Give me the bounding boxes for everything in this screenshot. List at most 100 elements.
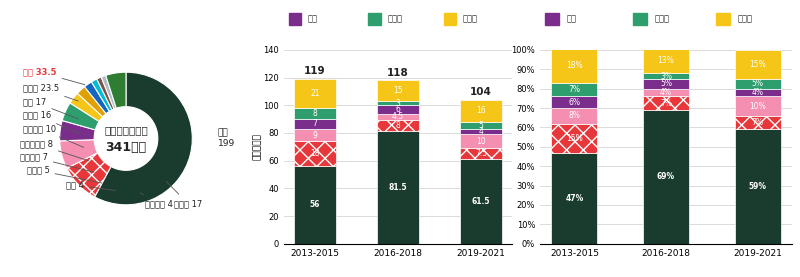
Wedge shape — [101, 75, 116, 109]
Text: 英国: 英国 — [308, 15, 318, 24]
Text: 7%: 7% — [660, 99, 672, 108]
Y-axis label: （品目数）: （品目数） — [253, 133, 262, 160]
Bar — [643, 110, 689, 244]
Text: その他 17: その他 17 — [166, 182, 202, 208]
Text: 米国
199: 米国 199 — [218, 129, 234, 148]
Text: ベルギー 10: ベルギー 10 — [23, 124, 84, 147]
Bar — [551, 124, 598, 153]
Text: 7%: 7% — [752, 118, 764, 127]
Text: 5%: 5% — [752, 79, 764, 88]
Bar — [634, 13, 647, 25]
Text: 4: 4 — [478, 127, 483, 136]
Text: 16: 16 — [476, 106, 486, 115]
Text: 56: 56 — [310, 201, 320, 209]
Bar — [294, 108, 336, 119]
Bar — [734, 129, 781, 244]
Text: 4%: 4% — [660, 88, 672, 97]
Bar — [378, 101, 418, 105]
Text: 8: 8 — [313, 109, 318, 118]
Text: 47%: 47% — [566, 194, 583, 203]
Bar — [294, 119, 336, 129]
Bar — [378, 80, 418, 101]
Bar — [643, 73, 689, 79]
Bar — [378, 120, 418, 131]
Text: スイス 23.5: スイス 23.5 — [23, 84, 78, 101]
Text: 7%: 7% — [568, 85, 580, 94]
Text: 8%: 8% — [569, 111, 580, 120]
Bar — [378, 105, 418, 114]
Wedge shape — [91, 79, 112, 111]
Wedge shape — [97, 77, 114, 110]
Text: 9: 9 — [313, 130, 318, 140]
Bar — [545, 13, 559, 25]
Text: 3: 3 — [395, 99, 401, 108]
Bar — [551, 96, 598, 108]
Text: 18%: 18% — [566, 61, 582, 70]
Bar — [643, 79, 689, 89]
Text: 61.5: 61.5 — [472, 197, 490, 206]
Text: 15%: 15% — [566, 134, 582, 143]
Text: ドイツ: ドイツ — [388, 15, 402, 24]
Wedge shape — [62, 103, 99, 130]
Text: 4%: 4% — [752, 88, 764, 97]
Text: 英国 17: 英国 17 — [23, 98, 78, 119]
Bar — [443, 13, 456, 25]
Text: 10: 10 — [476, 137, 486, 146]
Text: その他: その他 — [738, 15, 753, 24]
Bar — [368, 13, 381, 25]
Text: 韓国 4: 韓国 4 — [66, 180, 115, 191]
Bar — [734, 89, 781, 96]
Text: イタリア 7: イタリア 7 — [20, 153, 94, 172]
Text: カナダ 5: カナダ 5 — [26, 166, 102, 183]
Bar — [643, 96, 689, 110]
Bar — [289, 13, 301, 25]
Text: 18: 18 — [310, 149, 320, 158]
Text: 6: 6 — [395, 105, 401, 114]
Wedge shape — [94, 72, 192, 205]
Bar — [734, 79, 781, 89]
Wedge shape — [66, 153, 111, 197]
Text: 13%: 13% — [658, 56, 674, 65]
Text: 59%: 59% — [749, 182, 766, 191]
Text: 69%: 69% — [657, 172, 675, 181]
Text: 118: 118 — [387, 68, 409, 78]
Text: その他: その他 — [463, 15, 478, 24]
Text: ドイツ: ドイツ — [654, 15, 670, 24]
Bar — [378, 114, 418, 120]
Text: 8: 8 — [396, 121, 400, 130]
Text: 15: 15 — [393, 86, 403, 95]
Text: 104: 104 — [470, 87, 492, 97]
Text: 341品目: 341品目 — [106, 141, 146, 154]
Bar — [460, 129, 502, 134]
Text: ドイツ 16: ドイツ 16 — [23, 111, 80, 134]
Wedge shape — [106, 72, 126, 108]
Text: 21: 21 — [310, 89, 320, 98]
Bar — [378, 131, 418, 244]
Text: 5%: 5% — [660, 79, 672, 88]
Bar — [734, 50, 781, 79]
Text: 7: 7 — [313, 119, 318, 129]
Wedge shape — [60, 120, 95, 141]
Text: 英国: 英国 — [566, 15, 577, 24]
Bar — [717, 13, 730, 25]
Bar — [460, 148, 502, 158]
Wedge shape — [78, 87, 106, 117]
Bar — [294, 129, 336, 141]
Bar — [734, 116, 781, 129]
Text: 5: 5 — [478, 121, 483, 130]
Bar — [551, 48, 598, 83]
Text: 119: 119 — [304, 66, 326, 76]
Bar — [460, 158, 502, 244]
Bar — [294, 166, 336, 244]
Wedge shape — [60, 140, 98, 168]
Text: 10%: 10% — [750, 102, 766, 111]
Text: 3%: 3% — [660, 71, 672, 81]
Bar — [460, 122, 502, 129]
Text: 日本 33.5: 日本 33.5 — [23, 68, 85, 85]
Text: オランダ 4: オランダ 4 — [140, 193, 173, 208]
Bar — [294, 79, 336, 108]
Text: デンマーク 8: デンマーク 8 — [20, 139, 89, 161]
Wedge shape — [70, 93, 102, 121]
Bar — [294, 141, 336, 166]
Bar — [643, 48, 689, 73]
